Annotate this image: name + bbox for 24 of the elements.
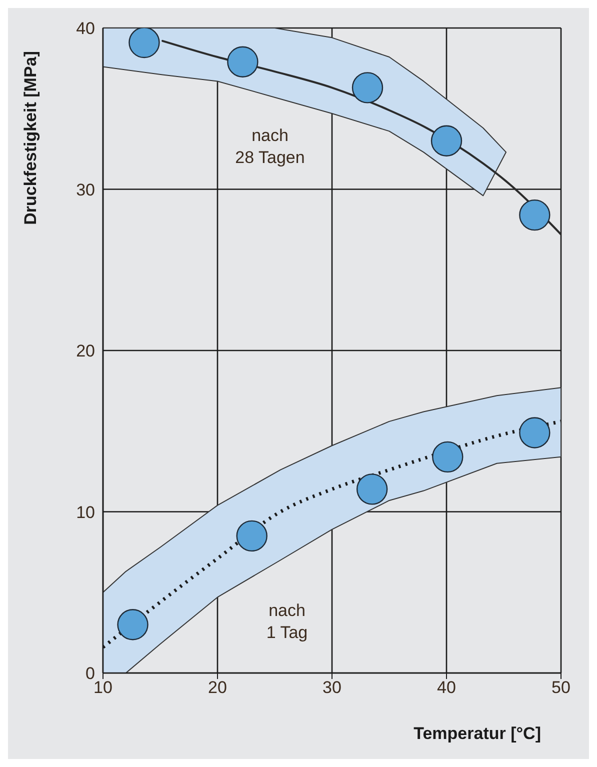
point	[519, 199, 550, 231]
point	[117, 609, 148, 640]
point	[356, 474, 388, 505]
x-tick-label: 20	[208, 678, 227, 698]
x-tick-label: 40	[437, 678, 456, 698]
annotation: nach 1 Tag	[265, 600, 309, 644]
annotation: nach 28 Tagen	[234, 125, 306, 169]
y-tick-label: 10	[76, 502, 95, 522]
point	[519, 417, 550, 448]
x-axis-title: Temperatur [°C]	[414, 724, 541, 743]
point	[432, 441, 464, 473]
point	[352, 72, 384, 104]
point	[227, 46, 258, 78]
x-tick-label: 50	[552, 678, 570, 698]
x-tick-label: 10	[94, 678, 112, 698]
point	[236, 520, 268, 552]
point	[430, 125, 462, 156]
y-tick-label: 20	[76, 342, 95, 361]
x-tick-label: 30	[322, 678, 342, 698]
y-axis-title: Druckfestigkeit [MPa]	[21, 51, 40, 225]
y-tick-label: 40	[76, 19, 95, 38]
y-tick-label: 0	[86, 664, 95, 684]
y-tick-label: 30	[76, 180, 95, 200]
point	[128, 28, 160, 58]
